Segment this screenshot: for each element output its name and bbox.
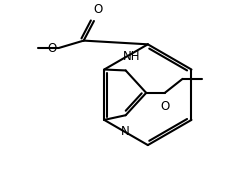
Text: N: N: [121, 126, 130, 139]
Text: O: O: [47, 42, 57, 55]
Text: O: O: [93, 3, 102, 16]
Text: NH: NH: [122, 50, 140, 63]
Text: O: O: [160, 100, 169, 113]
